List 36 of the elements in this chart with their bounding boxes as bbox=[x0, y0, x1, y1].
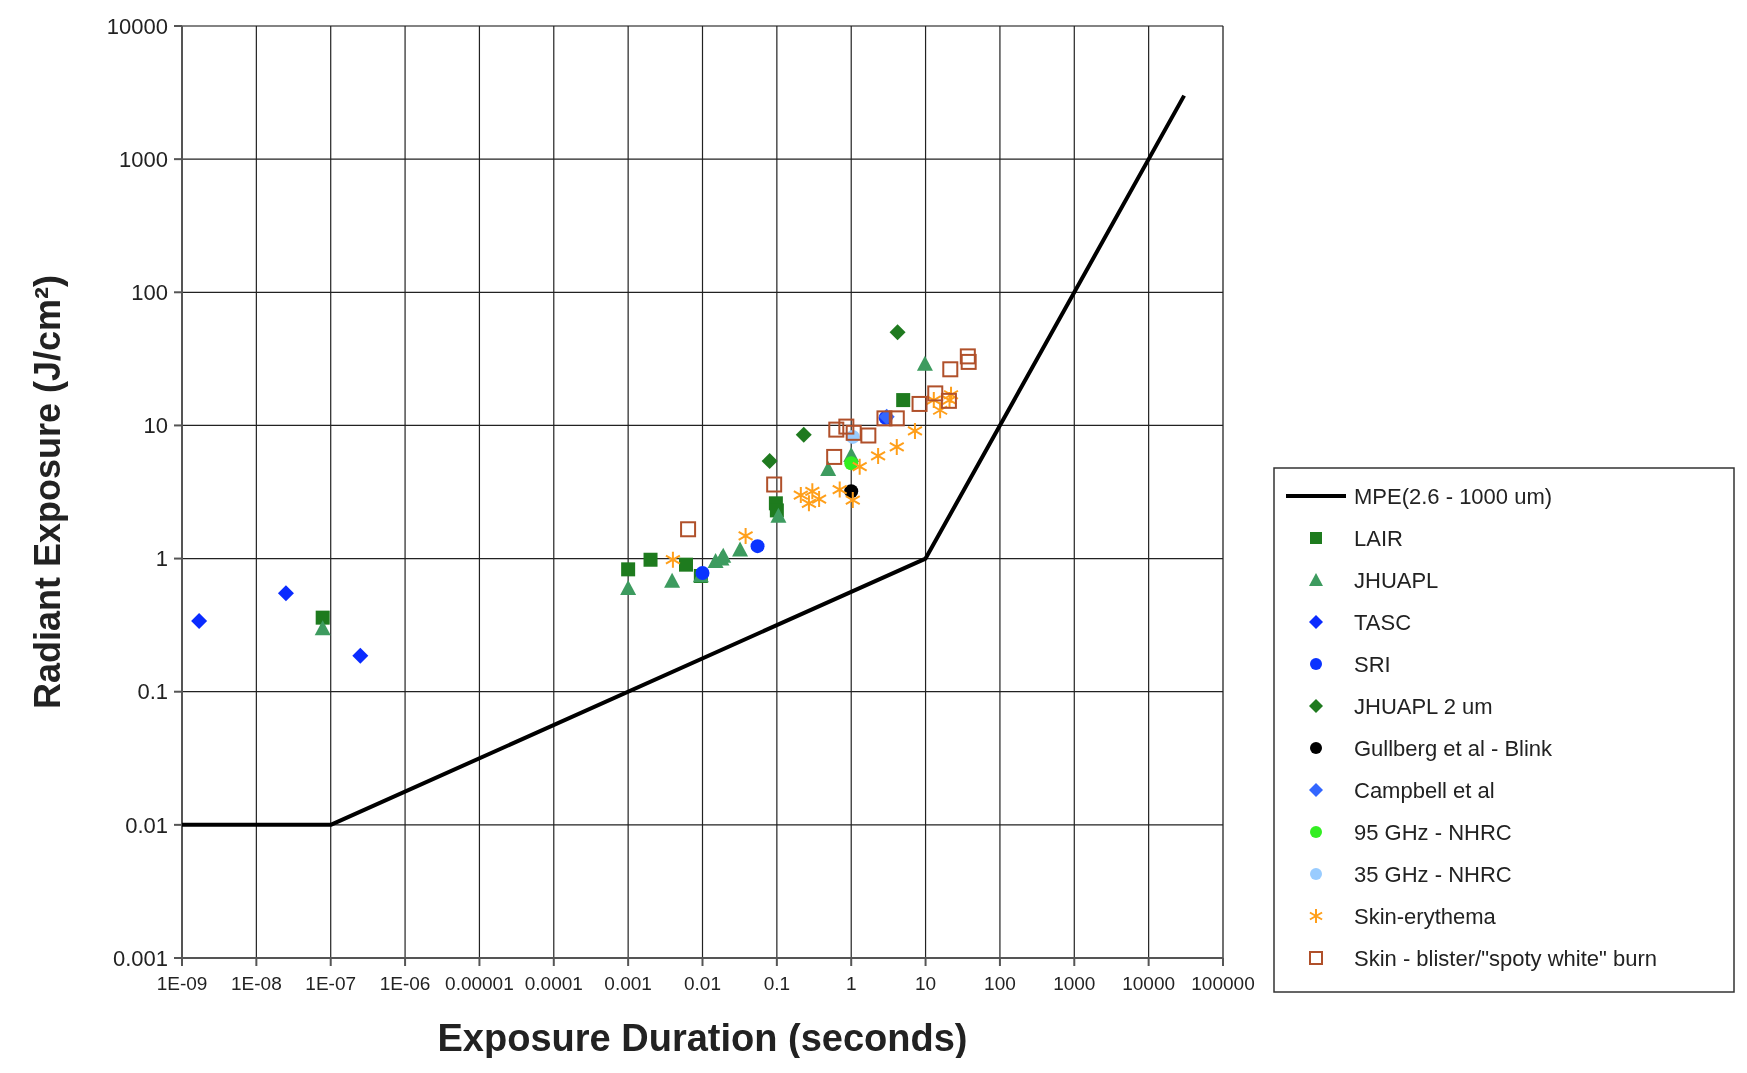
y-tick-label: 1 bbox=[155, 546, 168, 572]
legend-label: Skin-erythema bbox=[1354, 903, 1497, 929]
x-tick-label: 1000 bbox=[1053, 973, 1096, 994]
x-tick-label: 0.001 bbox=[604, 973, 652, 994]
legend-label: SRI bbox=[1354, 651, 1391, 677]
x-tick-label: 0.00001 bbox=[445, 973, 514, 994]
x-tick-label: 100000 bbox=[1191, 973, 1255, 994]
y-tick-label: 100 bbox=[131, 279, 168, 305]
legend-label: JHUAPL 2 um bbox=[1354, 693, 1493, 719]
y-tick-label: 0.1 bbox=[137, 679, 168, 705]
legend-label: Skin - blister/"spoty white" burn bbox=[1354, 945, 1657, 971]
x-tick-label: 0.1 bbox=[763, 973, 791, 994]
y-tick-label: 1000 bbox=[119, 146, 168, 172]
x-tick-label: 10 bbox=[915, 973, 937, 994]
legend-label: 35 GHz - NHRC bbox=[1354, 861, 1512, 887]
legend-label: MPE(2.6 - 1000 um) bbox=[1354, 483, 1553, 509]
x-tick-label: 1E-08 bbox=[231, 973, 282, 994]
legend-label: 95 GHz - NHRC bbox=[1354, 819, 1512, 845]
legend-label: JHUAPL bbox=[1354, 567, 1439, 593]
x-tick-label: 100 bbox=[984, 973, 1016, 994]
x-tick-label: 1E-07 bbox=[305, 973, 357, 994]
legend-label: LAIR bbox=[1354, 525, 1403, 551]
y-axis-title: Radiant Exposure (J/cm²) bbox=[27, 274, 68, 710]
y-tick-label: 0.001 bbox=[112, 945, 168, 971]
x-tick-label: 0.0001 bbox=[524, 973, 583, 994]
legend-label: Campbell et al bbox=[1354, 777, 1495, 803]
x-tick-label: 0.01 bbox=[684, 973, 721, 994]
y-tick-label: 10000 bbox=[106, 13, 168, 39]
legend-label: Gullberg et al - Blink bbox=[1354, 735, 1554, 761]
legend-label: TASC bbox=[1354, 609, 1412, 635]
y-tick-label: 0.01 bbox=[125, 812, 168, 838]
x-tick-label: 1E-06 bbox=[379, 973, 431, 994]
x-tick-label: 10000 bbox=[1122, 973, 1176, 994]
y-tick-label: 10 bbox=[143, 413, 168, 439]
x-tick-label: 1E-09 bbox=[156, 973, 208, 994]
x-tick-label: 1 bbox=[845, 973, 857, 994]
